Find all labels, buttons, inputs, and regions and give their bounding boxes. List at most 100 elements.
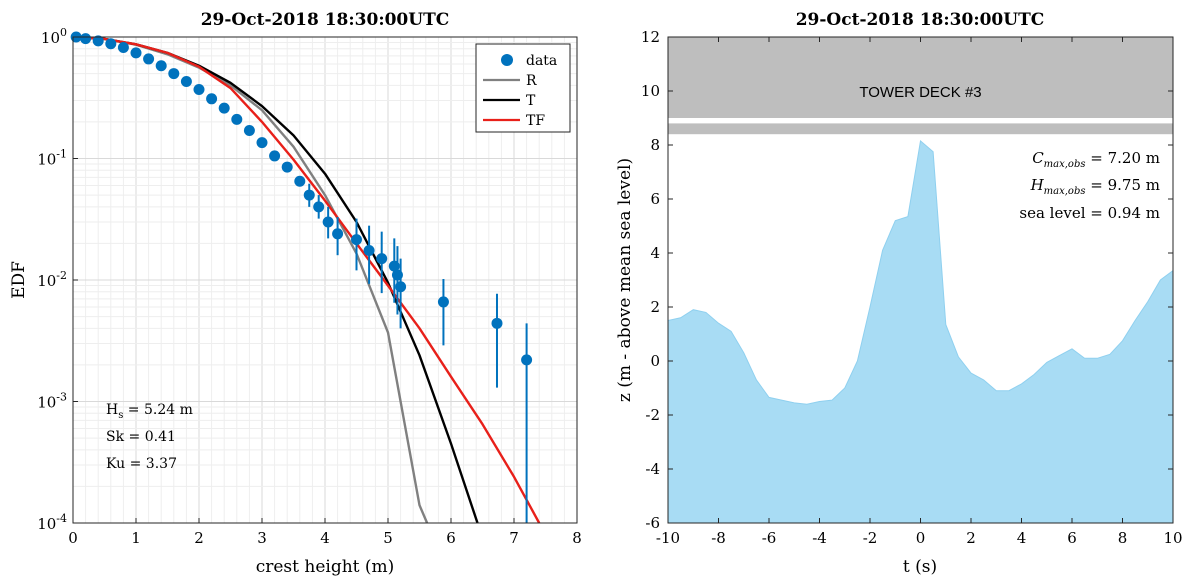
left-y-axis-label: EDF [9, 261, 29, 299]
x-tick-label: -10 [656, 529, 680, 547]
x-tick-label: 6 [446, 529, 456, 547]
data-point [218, 102, 230, 114]
legend-r-label: R [526, 73, 537, 89]
left-chart: 29-Oct-2018 18:30:00UTC 0 1 2 3 4 5 6 7 8 10-4 10-… [9, 10, 582, 576]
x-tick-label: -8 [711, 529, 726, 547]
x-tick-label: 0 [68, 529, 78, 547]
y-tick-label: 10-4 [37, 512, 67, 533]
data-point [193, 83, 205, 95]
data-point [351, 234, 362, 246]
data-point [180, 76, 192, 88]
hmax-annotation: Hmax,obs = 9.75 m [1030, 176, 1160, 197]
hs-annotation: Hs = 5.24 m [106, 402, 193, 421]
data-point [521, 354, 533, 366]
data-point [388, 260, 400, 272]
x-tick-label: 10 [1163, 529, 1182, 547]
data-point [332, 228, 344, 240]
data-point [363, 244, 375, 256]
data-point [117, 41, 129, 53]
x-tick-label: 8 [572, 529, 582, 547]
data-point [322, 216, 334, 228]
right-axis-ticks: -10 -8 -6 -4 -2 0 2 4 6 8 10 -6 -4 -2 0 2 4 6 8 10 12 [641, 28, 1183, 547]
right-y-axis-label: z (m - above mean sea level) [615, 158, 635, 402]
data-point [155, 60, 167, 72]
data-point [313, 201, 325, 213]
data-point [105, 38, 117, 50]
deck-label: TOWER DECK #3 [859, 84, 981, 101]
data-point [206, 93, 218, 105]
left-grid [73, 37, 577, 523]
legend-box [475, 43, 571, 133]
deck-lower-block [668, 123, 1173, 135]
y-tick-label: 2 [650, 298, 660, 316]
left-chart-title: 29-Oct-2018 18:30:00UTC [201, 10, 450, 30]
y-tick-label: 6 [650, 190, 660, 208]
legend-data-label: data [526, 53, 557, 69]
x-tick-label: 5 [383, 529, 393, 547]
x-tick-label: 7 [509, 529, 519, 547]
x-tick-label: -6 [762, 529, 777, 547]
x-tick-label: 4 [1017, 529, 1027, 547]
y-tick-label: 10-2 [37, 269, 67, 290]
y-tick-label: 100 [41, 26, 67, 47]
x-tick-label: -2 [863, 529, 878, 547]
x-tick-label: 1 [131, 529, 141, 547]
data-point [130, 47, 142, 59]
x-tick-label: 0 [916, 529, 926, 547]
x-tick-label: 4 [320, 529, 330, 547]
deck-upper-block [668, 37, 1173, 118]
data-point [391, 269, 403, 281]
data-point [92, 35, 104, 47]
left-model-curves [72, 35, 541, 524]
y-tick-label: 8 [650, 136, 660, 154]
right-x-axis-label: t (s) [903, 557, 937, 576]
y-tick-label: -2 [645, 406, 660, 424]
data-point [491, 317, 503, 329]
x-tick-label: 8 [1118, 529, 1128, 547]
data-point [303, 189, 315, 201]
sk-annotation: Sk = 0.41 [106, 429, 176, 445]
y-tick-label: -4 [645, 460, 660, 478]
legend-tf-label: TF [526, 113, 545, 129]
series-tf-line [72, 35, 541, 524]
data-point [281, 161, 293, 173]
tower-deck-region: TOWER DECK #3 [668, 37, 1173, 135]
left-data-points [70, 31, 533, 523]
x-tick-label: -4 [812, 529, 827, 547]
right-chart: 29-Oct-2018 18:30:00UTC TOWER DECK #3 -1… [615, 10, 1183, 576]
legend-data-marker [501, 54, 513, 66]
data-point [376, 253, 388, 265]
data-point [143, 53, 155, 65]
data-point [231, 113, 243, 125]
ku-annotation: Ku = 3.37 [106, 456, 177, 472]
data-point [269, 150, 281, 162]
left-x-axis-label: crest height (m) [256, 557, 395, 576]
x-tick-label: 6 [1067, 529, 1077, 547]
right-chart-title: 29-Oct-2018 18:30:00UTC [796, 10, 1045, 30]
data-point [80, 33, 92, 45]
data-point [256, 137, 268, 149]
y-tick-label: 4 [650, 244, 660, 262]
y-tick-label: 0 [650, 352, 660, 370]
x-tick-label: 2 [194, 529, 204, 547]
legend-t-label: T [526, 93, 536, 109]
x-tick-label: 3 [257, 529, 267, 547]
y-tick-label: 10-1 [37, 148, 67, 169]
cmax-annotation: Cmax,obs = 7.20 m [1032, 149, 1160, 170]
surface-elevation-fill [667, 139, 1174, 524]
x-tick-label: 2 [966, 529, 976, 547]
y-tick-label: -6 [645, 514, 660, 532]
data-point [243, 125, 255, 137]
y-tick-label: 10 [641, 82, 660, 100]
data-point [437, 296, 449, 308]
data-point [168, 68, 180, 80]
left-axis-ticks: 0 1 2 3 4 5 6 7 8 10-4 10-3 10-2 10-1 100 [37, 26, 582, 547]
y-tick-label: 12 [641, 28, 660, 46]
data-point [395, 281, 407, 293]
y-tick-label: 10-3 [37, 391, 67, 412]
left-legend: data R T TF [475, 43, 571, 133]
sea-level-annotation: sea level = 0.94 m [1019, 204, 1160, 222]
surface-elevation-area [667, 139, 1174, 524]
data-point [294, 175, 306, 187]
